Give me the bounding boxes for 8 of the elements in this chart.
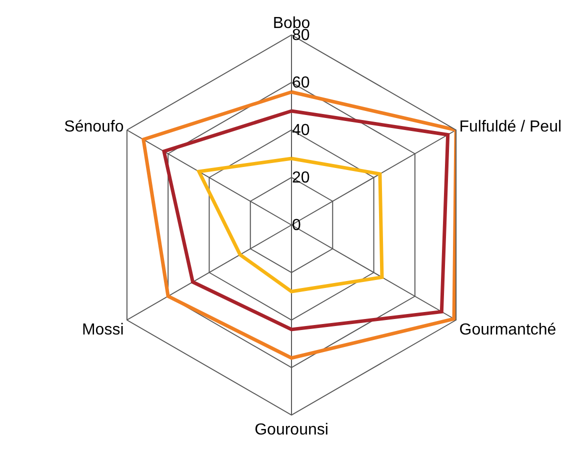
y-tick-label: 40 bbox=[292, 122, 310, 140]
spoke-label: Fulfuldé / Peul bbox=[459, 118, 562, 136]
y-tick-label: 20 bbox=[292, 170, 310, 187]
spoke-label: Gourounsi bbox=[254, 422, 328, 439]
y-tick-label: 60 bbox=[292, 74, 310, 92]
spoke-label: Mossi bbox=[82, 322, 124, 339]
spoke-label: Sénoufo bbox=[64, 118, 124, 136]
spoke-label: Gourmantché bbox=[459, 322, 556, 339]
